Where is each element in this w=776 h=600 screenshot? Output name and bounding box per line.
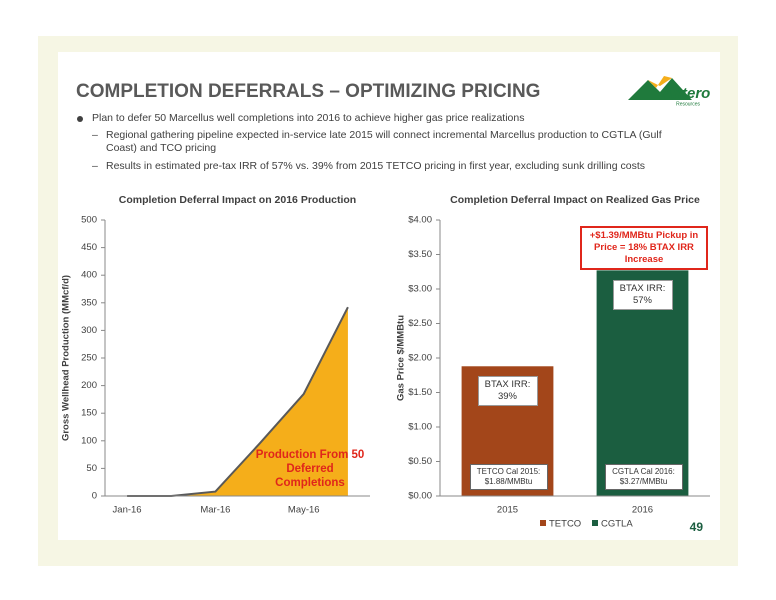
y-tick-label: 450 — [81, 242, 97, 253]
value-label: CGTLA Cal 2016: $3.27/MMBtu — [604, 464, 683, 490]
y-tick-label: $1.50 — [408, 387, 432, 398]
sub-bullet-dash: – — [92, 129, 98, 141]
logo-name: Antero — [661, 85, 710, 102]
callout: +$1.39/MMBtu Pickup in Price = 18% BTAX … — [580, 226, 708, 270]
irr-label: BTAX IRR: 39% — [477, 376, 538, 407]
irr-label: BTAX IRR: 57% — [612, 280, 673, 311]
logo-subname: Resources — [676, 101, 700, 107]
sub-bullet-dash: – — [92, 160, 98, 172]
y-tick-label: 200 — [81, 380, 97, 391]
area-fill — [127, 307, 348, 496]
y-tick-label: 50 — [86, 463, 97, 474]
x-tick-label: Jan-16 — [113, 505, 142, 516]
y-tick-label: $2.50 — [408, 318, 432, 329]
y-tick-label: 400 — [81, 270, 97, 281]
chart-title: Completion Deferral Impact on 2016 Produ… — [119, 194, 356, 206]
y-tick-label: 100 — [81, 435, 97, 446]
value-label: TETCO Cal 2015: $1.88/MMBtu — [469, 464, 548, 490]
logo-sun — [648, 76, 672, 88]
y-tick-label: $4.00 — [408, 215, 432, 226]
chart-title: Completion Deferral Impact on Realized G… — [450, 194, 700, 206]
legend-label: TETCO — [549, 519, 581, 530]
x-tick-label: May-16 — [288, 505, 320, 516]
chart-annotation: Production From 50 Deferred Completions — [255, 449, 365, 489]
logo: Antero Resources — [628, 76, 710, 107]
legend-label: CGTLA — [601, 519, 633, 530]
y-tick-label: 250 — [81, 353, 97, 364]
bullet-text: Plan to defer 50 Marcellus well completi… — [92, 112, 525, 124]
y-tick-label: $3.50 — [408, 249, 432, 260]
y-tick-label: 350 — [81, 297, 97, 308]
logo-mountain — [628, 78, 692, 100]
y-tick-label: $3.00 — [408, 284, 432, 295]
y-tick-label: 150 — [81, 408, 97, 419]
y-axis-label: Gross Wellhead Production (MMcf/d) — [61, 275, 72, 441]
x-tick-label: Mar-16 — [200, 505, 230, 516]
legend-swatch — [592, 520, 598, 526]
y-tick-label: $0.50 — [408, 456, 432, 467]
x-tick-label: 2016 — [632, 505, 653, 516]
sub-bullet-text: Results in estimated pre-tax IRR of 57% … — [106, 160, 646, 172]
y-tick-label: $0.00 — [408, 491, 432, 502]
x-tick-label: 2015 — [497, 505, 518, 516]
y-tick-label: 500 — [81, 215, 97, 226]
y-axis-label: Gas Price $/MMBtu — [396, 315, 407, 401]
slide-title: COMPLETION DEFERRALS – OPTIMIZING PRICIN… — [76, 81, 540, 102]
page-number: 49 — [690, 520, 704, 534]
y-tick-label: $2.00 — [408, 353, 432, 364]
y-tick-label: 0 — [92, 491, 97, 502]
legend-swatch — [540, 520, 546, 526]
y-tick-label: 300 — [81, 325, 97, 336]
sub-bullet-text: Regional gathering pipeline expected in-… — [106, 129, 662, 154]
y-tick-label: $1.00 — [408, 422, 432, 433]
bullet-dot — [77, 116, 83, 122]
